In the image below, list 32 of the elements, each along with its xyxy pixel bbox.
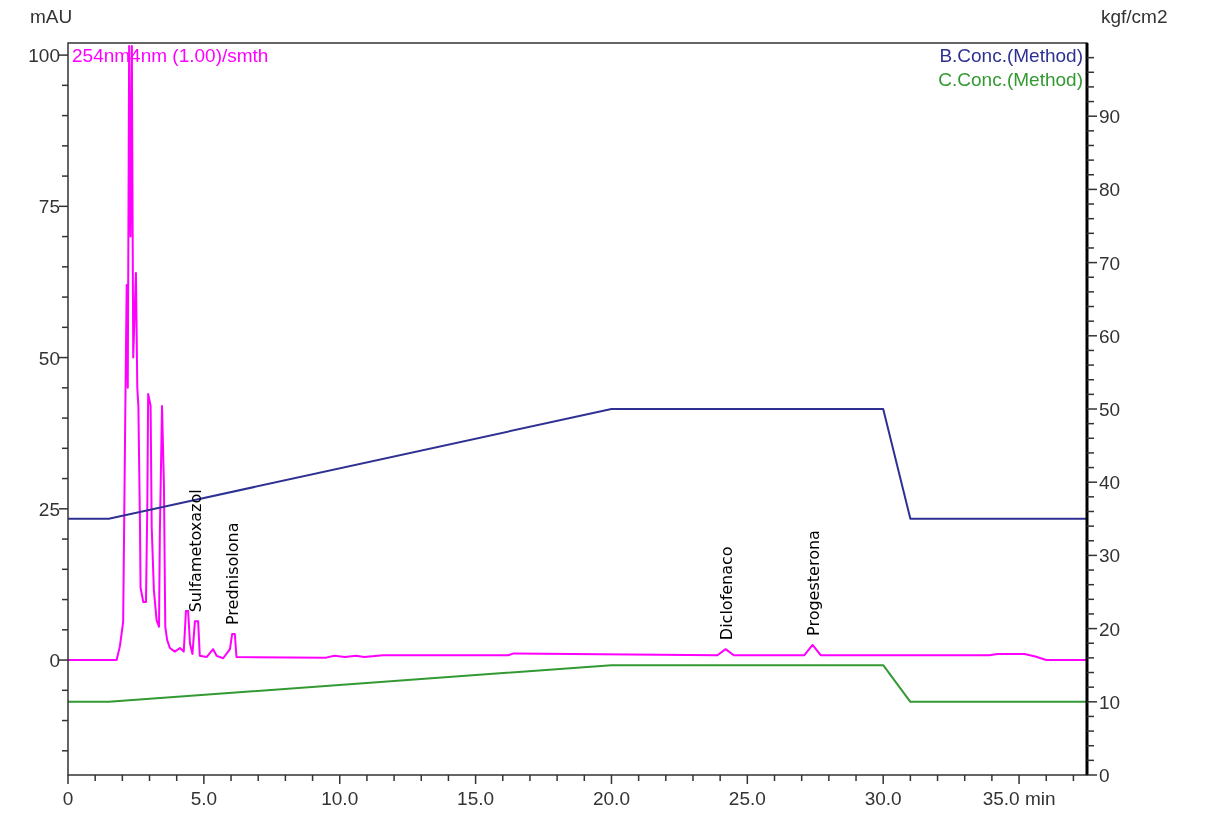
annotation: Prednisolona	[223, 522, 243, 626]
y-tick-label: 50	[38, 347, 60, 369]
y2-tick-label: 20	[1099, 618, 1121, 640]
annotation: Progesterona	[803, 530, 823, 636]
y2-tick-label: 50	[1099, 399, 1121, 420]
y2-tick-label: 80	[1099, 179, 1121, 201]
x-tick-label: 0	[62, 788, 74, 809]
y2-axis-title: kgf/cm2	[1101, 6, 1168, 27]
y-tick-label: 75	[38, 196, 60, 218]
x-tick-label: 15.0	[457, 788, 495, 809]
y2-tick-label: 90	[1099, 106, 1121, 128]
y2-tick-label: 40	[1099, 472, 1121, 494]
line-series	[68, 45, 1087, 662]
x-tick-label: 10.0	[321, 788, 359, 809]
x-tick-label: 20.0	[592, 788, 630, 809]
x-tick-label: 5.0	[190, 788, 218, 809]
y2-tick-label: 70	[1099, 252, 1121, 274]
y-tick-label: 25	[38, 498, 60, 520]
x-tick-label: 35.0 min	[982, 788, 1056, 809]
y2-tick-label: 30	[1099, 545, 1121, 567]
y2-tick-label: 60	[1099, 325, 1121, 347]
y2-tick-label: 0	[1099, 765, 1110, 786]
y-tick-label: 100	[28, 45, 60, 67]
text: B.Conc.(Method)	[939, 45, 1083, 66]
x-tick-label: 30.0	[864, 788, 902, 809]
annotation: Diclofenaco	[716, 546, 736, 641]
text: C.Conc.(Method)	[938, 69, 1083, 90]
x-tick-label: 25.0	[728, 788, 766, 809]
annotation: Sulfametoxazol	[185, 489, 205, 613]
y-tick-label: 0	[49, 650, 60, 672]
y-axis-title: mAU	[30, 6, 73, 27]
y2-tick-label: 10	[1099, 691, 1121, 713]
